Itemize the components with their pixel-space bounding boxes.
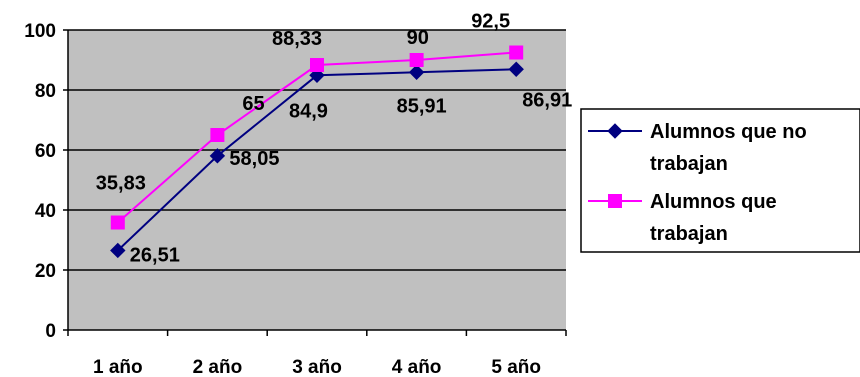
y-tick-label: 60 <box>35 141 56 162</box>
data-point <box>310 58 324 73</box>
legend-label: trabajan <box>650 153 728 175</box>
y-tick-label: 100 <box>24 21 56 42</box>
x-tick-label: 1 año <box>93 357 143 377</box>
data-point <box>409 53 424 67</box>
axes <box>63 29 567 336</box>
data-point <box>408 64 425 80</box>
data-label: 86,91 <box>522 89 572 111</box>
data-label: 35,83 <box>96 173 146 195</box>
data-point <box>209 148 226 164</box>
data-point <box>110 215 125 230</box>
series-group <box>110 45 524 259</box>
legend-box <box>580 108 860 253</box>
legend-marker <box>607 123 623 139</box>
data-label: 92,5 <box>471 11 510 33</box>
x-tick-label: 3 año <box>292 357 342 377</box>
legend: Alumnos que no trabajan Alumnos que trabaja… <box>580 108 860 253</box>
x-tick-label: 4 año <box>392 357 442 377</box>
data-label: 26,51 <box>130 244 180 266</box>
data-label: 85,91 <box>397 95 447 117</box>
data-point <box>509 45 524 60</box>
data-labels: 26,51 58,05 84,9 85,91 86,91 35,83 65 88,33 90 92… <box>96 11 572 267</box>
data-label: 65 <box>242 93 264 115</box>
data-point <box>508 61 524 77</box>
y-tick-label: 80 <box>35 81 56 102</box>
y-tick-label: 0 <box>45 321 56 342</box>
data-point <box>110 242 126 259</box>
x-tick-label: 5 año <box>491 357 541 377</box>
legend-label: trabajan <box>650 223 728 245</box>
data-label: 90 <box>407 27 429 49</box>
legend-marker <box>608 194 622 208</box>
gridlines <box>68 29 566 271</box>
data-label: 84,9 <box>289 100 328 122</box>
x-tick-label: 2 año <box>193 357 243 377</box>
x-axis-ticks: 1 año 2 año 3 año 4 año 5 año <box>93 357 541 377</box>
data-label: 58,05 <box>229 148 279 170</box>
data-label: 88,33 <box>272 28 322 50</box>
data-point <box>210 128 225 142</box>
legend-label: Alumnos que no <box>650 121 807 143</box>
legend-label: Alumnos que <box>650 191 777 213</box>
y-tick-label: 40 <box>35 201 56 222</box>
y-tick-label: 20 <box>35 261 56 282</box>
y-axis-ticks: 0 20 40 60 80 100 <box>24 21 56 342</box>
